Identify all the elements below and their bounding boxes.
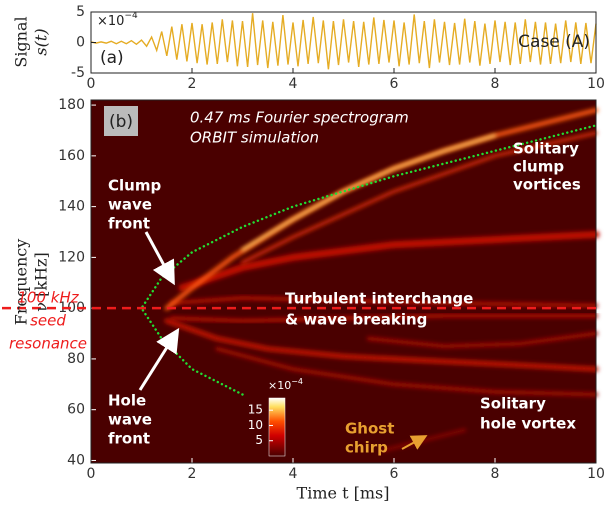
arrow — [144, 231, 175, 286]
colorbar-tick-label: 10 — [248, 418, 263, 432]
mult-exp: −4 — [291, 377, 303, 386]
ridge — [241, 134, 497, 252]
arrow — [401, 435, 428, 450]
annotation: vortices — [513, 176, 581, 194]
ridge — [178, 231, 600, 292]
ridge — [241, 131, 598, 264]
annotation: hole vortex — [480, 415, 576, 433]
colorbar — [268, 397, 286, 457]
signal-line — [90, 13, 597, 70]
y-tick-label: 0 — [76, 35, 85, 51]
colorbar-tick-label: 5 — [255, 433, 263, 447]
y-tick-label: 60 — [67, 402, 85, 418]
y-tick-label: 120 — [58, 249, 85, 265]
x-tick-label: 0 — [87, 466, 96, 482]
panel-label: (b) — [109, 112, 133, 132]
y-label: Signal — [12, 16, 31, 67]
multiplier: ×10−4 — [97, 11, 138, 29]
y-tick-label: 5 — [76, 4, 85, 20]
axes-frame — [90, 11, 597, 74]
annotation: front — [108, 430, 150, 448]
annotation: Solitary — [480, 395, 546, 413]
ridge — [169, 313, 598, 323]
y-tick-label: 100 — [58, 300, 85, 316]
spectrogram-background — [91, 100, 596, 463]
arrow — [138, 327, 180, 391]
x-tick-label: 10 — [587, 466, 605, 482]
annotation: Solitary — [513, 140, 579, 158]
annotation: wave — [108, 411, 152, 429]
subtitle: ORBIT simulation — [190, 129, 319, 147]
annotation: wave — [108, 196, 152, 214]
annotation: chirp — [345, 439, 388, 457]
panel-label-box — [104, 106, 138, 136]
subtitle: 0.47 ms Fourier spectrogram — [190, 109, 409, 127]
x-tick-label: 2 — [188, 466, 197, 482]
y-tick-label: 80 — [67, 351, 85, 367]
y-label: Frequency — [12, 239, 31, 326]
ridge — [366, 331, 598, 349]
ridge — [169, 296, 598, 308]
x-tick-label: 4 — [289, 466, 298, 482]
annotation: & wave breaking — [285, 311, 427, 329]
colorbar-tick-label: 15 — [248, 403, 263, 417]
mult-exp: −4 — [124, 11, 138, 21]
x-tick-label: 8 — [491, 76, 500, 92]
x-tick-label: 6 — [390, 466, 399, 482]
case-label: Case (A) — [518, 32, 590, 52]
panel-label: (a) — [100, 48, 124, 68]
ridge — [164, 318, 599, 372]
dotted-curve — [140, 124, 598, 396]
x-tick-label: 0 — [87, 76, 96, 92]
x-tick-label: 10 — [587, 76, 605, 92]
y-label: ν [kHz] — [32, 252, 51, 311]
y-tick-label: 40 — [67, 452, 85, 468]
y-tick-label: 140 — [58, 199, 85, 215]
x-label: Time t [ms] — [297, 484, 390, 503]
annotations: ×10−4 (a) Case (A) Signal s(t) Frequency… — [9, 11, 590, 503]
x-tick-label: 4 — [289, 76, 298, 92]
annotation: Hole — [108, 392, 146, 410]
ridge — [215, 346, 598, 397]
colorbar-multiplier: ×10−4 — [268, 377, 303, 393]
annotation: seed — [30, 312, 66, 330]
y-tick-label: -5 — [71, 65, 85, 81]
x-tick-label: 2 — [188, 76, 197, 92]
annotation: clump — [513, 158, 564, 176]
annotation: Turbulent interchange — [285, 290, 473, 308]
y-label: s(t) — [32, 28, 51, 55]
mult-base: ×10 — [97, 14, 124, 29]
annotation: resonance — [9, 335, 87, 353]
annotation: Ghost — [345, 420, 394, 438]
y-tick-label: 160 — [58, 148, 85, 164]
mult-base: ×10 — [268, 379, 291, 392]
x-tick-label: 8 — [491, 466, 500, 482]
y-tick-label: 180 — [58, 97, 85, 113]
x-tick-label: 6 — [390, 76, 399, 92]
axes-frame — [90, 99, 597, 464]
annotation: Clump — [108, 177, 161, 195]
annotation: front — [108, 215, 150, 233]
annotation: 100 kHz — [17, 289, 79, 307]
